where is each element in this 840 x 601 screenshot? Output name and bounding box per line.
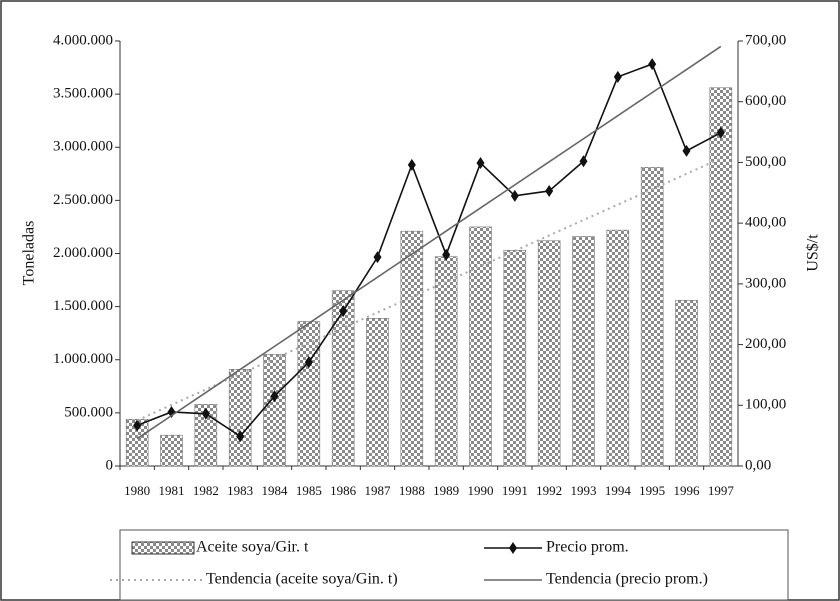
- marker: [407, 158, 416, 171]
- y-tick-label: 4.000.000: [53, 32, 113, 48]
- y-tick-label: 3.500.000: [53, 86, 113, 102]
- legend-marker: [509, 542, 517, 554]
- y2-tick-label: 400,00: [745, 215, 786, 231]
- x-tick-label: 1987: [365, 483, 392, 498]
- marker: [545, 184, 554, 197]
- y2-axis-label: US$/t: [805, 234, 822, 272]
- x-tick-label: 1986: [330, 483, 357, 498]
- x-tick-label: 1995: [639, 483, 665, 498]
- marker: [648, 58, 657, 71]
- x-tick-label: 1984: [262, 483, 289, 498]
- x-tick-label: 1988: [399, 483, 425, 498]
- bar: [263, 354, 286, 467]
- legend-label: Aceite soya/Gir. t: [196, 539, 309, 556]
- bar: [469, 226, 492, 467]
- y2-tick-label: 300,00: [745, 275, 786, 291]
- bar: [572, 236, 595, 467]
- x-tick-label: 1992: [536, 483, 562, 498]
- x-tick-label: 1980: [124, 483, 150, 498]
- marker: [133, 419, 142, 432]
- line: [136, 63, 722, 438]
- x-tick-label: 1985: [296, 483, 322, 498]
- bar: [297, 321, 321, 467]
- marker: [476, 157, 485, 170]
- x-tick-label: 1993: [571, 483, 597, 498]
- marker: [373, 251, 382, 264]
- marker: [442, 248, 451, 261]
- y-axis-label: Toneladas: [21, 221, 38, 286]
- bar: [228, 369, 252, 467]
- bar: [400, 230, 424, 467]
- line: [136, 45, 722, 440]
- y-tick-label: 500.000: [64, 404, 113, 420]
- bar: [331, 290, 355, 467]
- marker: [270, 390, 279, 403]
- y2-tick-label: 100,00: [745, 397, 786, 413]
- x-tick-label: 1997: [708, 483, 735, 498]
- marker: [236, 430, 245, 443]
- bar: [434, 256, 458, 467]
- y-tick-label: 3.000.000: [53, 139, 113, 155]
- marker: [339, 305, 348, 318]
- y-tick-label: 1.500.000: [53, 298, 113, 314]
- bar: [606, 229, 630, 467]
- legend-label: Tendencia (aceite soya/Gin. t): [206, 571, 398, 588]
- marker: [579, 155, 588, 168]
- y-tick-label: 1.000.000: [53, 351, 113, 367]
- marker: [682, 144, 691, 157]
- bar: [366, 318, 389, 467]
- y2-tick-label: 700,00: [745, 32, 786, 48]
- line: [136, 157, 722, 422]
- marker: [510, 189, 519, 202]
- bar: [537, 240, 561, 467]
- y2-tick-label: 500,00: [745, 154, 786, 170]
- bar: [194, 404, 218, 467]
- y2-tick-label: 0,00: [745, 457, 771, 473]
- y-tick-label: 2.500.000: [53, 192, 113, 208]
- y2-tick-label: 200,00: [745, 336, 786, 352]
- x-tick-label: 1994: [605, 483, 632, 498]
- legend-label: Tendencia (precio prom.): [546, 571, 708, 588]
- marker: [613, 70, 622, 83]
- y-tick-label: 0: [106, 457, 114, 473]
- y-tick-label: 2.000.000: [53, 245, 113, 261]
- marker: [201, 407, 210, 420]
- legend-swatch: [131, 541, 195, 555]
- bar: [675, 299, 698, 467]
- x-tick-label: 1983: [227, 483, 253, 498]
- x-tick-label: 1982: [193, 483, 219, 498]
- bar: [503, 250, 527, 467]
- legend-label: Precio prom.: [546, 539, 629, 556]
- x-tick-label: 1989: [433, 483, 459, 498]
- bar: [160, 434, 183, 467]
- legend-box: [119, 529, 789, 601]
- x-tick-label: 1981: [159, 483, 185, 498]
- marker: [304, 356, 313, 369]
- x-tick-label: 1990: [468, 483, 494, 498]
- x-tick-label: 1991: [502, 483, 528, 498]
- x-tick-label: 1996: [674, 483, 701, 498]
- y2-tick-label: 600,00: [745, 93, 786, 109]
- marker: [716, 126, 725, 139]
- bar: [709, 87, 733, 467]
- bar: [640, 167, 664, 467]
